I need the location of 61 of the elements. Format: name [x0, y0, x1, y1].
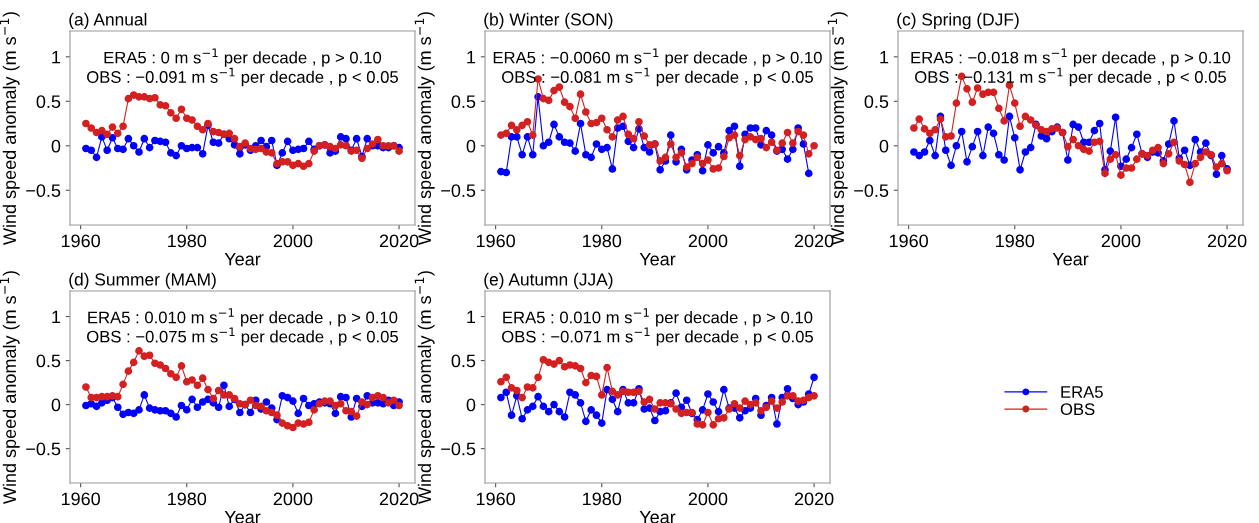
y-tick-label: 1: [52, 310, 61, 324]
x-axis-title: Year: [639, 252, 676, 266]
x-axis-title: Year: [224, 252, 261, 266]
y-axis-title: Wind speed anomaly (m s$^{−1}$): [0, 12, 20, 246]
x-axis-title: Year: [1052, 252, 1089, 266]
y-tick-label: −0.5: [26, 442, 61, 456]
y-tick-label: 0.5: [36, 354, 61, 368]
annotation: OBS : −0.081 m s$^{−1}$ per decade , p < 0.05: [502, 67, 813, 87]
y-tick-label: 0.5: [36, 95, 61, 109]
x-tick-label: 1980: [996, 234, 1035, 248]
x-tick-label: 2000: [688, 234, 728, 248]
chart-title: (b) Winter (SON): [484, 12, 613, 30]
annotation: ERA5 : −0.0060 m s$^{−1}$ per decade , p > 0.10: [493, 48, 822, 67]
x-tick-label: 1980: [583, 492, 622, 506]
chart-title: (d) Summer (MAM): [69, 272, 216, 290]
x-tick-label: 1980: [168, 492, 207, 506]
x-tick-label: 2000: [1101, 234, 1141, 248]
y-tick-label: 0: [51, 139, 61, 153]
x-tick-label: 2020: [794, 492, 834, 506]
chart-title: (a) Annual: [69, 12, 147, 30]
x-tick-label: 2020: [1207, 234, 1247, 248]
y-tick-label: 0.5: [864, 95, 889, 109]
x-tick-label: 2000: [273, 234, 313, 248]
annotation: ERA5 : −0.018 m s$^{−1}$ per decade , p > 0.10: [911, 48, 1231, 67]
y-tick-label: 0.5: [451, 354, 476, 368]
y-tick-label: 1: [880, 50, 889, 64]
annotation: ERA5 : 0.010 m s$^{−1}$ per decade , p > 0.10: [88, 308, 398, 327]
y-tick-label: 0: [466, 398, 476, 412]
x-tick-label: 1960: [476, 234, 515, 248]
y-tick-label: 0.5: [451, 95, 476, 109]
annotation: OBS : −0.091 m s$^{−1}$ per decade , p < 0.05: [87, 67, 398, 87]
y-tick-label: −0.5: [441, 184, 476, 198]
legend-label: OBS: [1060, 403, 1095, 416]
y-tick-label: −0.5: [26, 184, 61, 198]
y-tick-label: 1: [467, 310, 476, 324]
x-tick-label: 1960: [889, 234, 928, 248]
annotation: ERA5 : 0 m s$^{−1}$ per decade , p > 0.10: [104, 48, 382, 67]
annotation: OBS : −0.075 m s$^{−1}$ per decade , p < 0.05: [87, 327, 398, 346]
legend-label: ERA5: [1061, 386, 1103, 398]
y-axis-title: Wind speed anomaly (m s$^{−1}$): [0, 271, 20, 505]
x-tick-label: 2000: [688, 492, 728, 506]
y-tick-label: 0: [466, 139, 476, 153]
annotation: ERA5 : 0.010 m s$^{−1}$ per decade , p > 0.10: [503, 308, 813, 327]
y-tick-label: −0.5: [441, 442, 476, 456]
x-axis-title: Year: [639, 510, 676, 523]
x-tick-label: 1960: [61, 492, 100, 506]
x-tick-label: 1980: [583, 234, 622, 248]
x-tick-label: 2000: [273, 492, 313, 506]
x-tick-label: 1960: [61, 234, 100, 248]
chart-title: (c) Spring (DJF): [897, 12, 1019, 30]
x-tick-label: 1980: [168, 234, 207, 248]
x-axis-title: Year: [224, 510, 261, 523]
y-tick-label: 1: [467, 50, 476, 64]
annotation: OBS : −0.071 m s$^{−1}$ per decade , p < 0.05: [502, 327, 813, 346]
y-tick-label: 0: [879, 139, 889, 153]
y-tick-label: 0: [51, 398, 61, 412]
x-tick-label: 1960: [476, 492, 515, 506]
annotation: OBS : −0.131 m s$^{−1}$ per decade , p < 0.05: [915, 67, 1226, 87]
y-tick-label: 1: [52, 50, 61, 64]
y-tick-label: −0.5: [854, 184, 889, 198]
chart-title: (e) Autumn (JJA): [484, 272, 613, 290]
